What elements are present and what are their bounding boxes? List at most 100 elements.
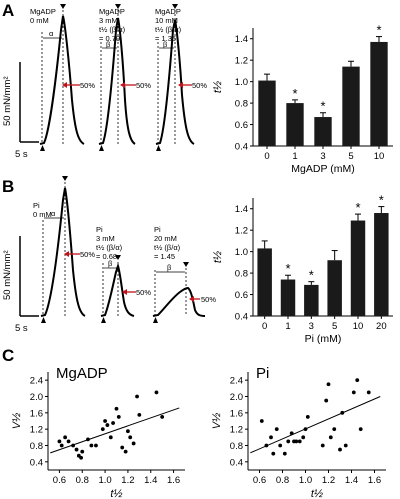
- data-point: [120, 445, 125, 450]
- force-trace: [39, 15, 85, 145]
- x-tick-label: 1.4: [144, 475, 157, 486]
- force-trace: [40, 187, 86, 317]
- y-tick-label: 1.2: [30, 425, 43, 436]
- trace-label-line: t½ (β/α): [154, 243, 181, 252]
- y-tick-label: 2.4: [230, 376, 243, 387]
- y-tick-label: 0.4: [235, 312, 248, 323]
- start-arrow-icon: [40, 145, 45, 151]
- data-point: [366, 390, 371, 395]
- y-tick-label: 2.4: [30, 376, 43, 387]
- data-point: [274, 427, 279, 432]
- data-point: [328, 435, 333, 440]
- alpha-marker: α: [51, 209, 56, 218]
- x-tick-label: 10: [374, 151, 385, 162]
- x-tick-label: 0.6: [253, 475, 266, 486]
- data-point: [278, 443, 283, 448]
- scale-label-time: 5 s: [15, 149, 28, 160]
- trace-label-line: Pi: [96, 225, 103, 234]
- start-arrow-icon: [99, 145, 104, 151]
- force-trace: [100, 262, 135, 317]
- force-trace: [152, 286, 206, 317]
- panel-letter-a: A: [2, 1, 14, 20]
- data-point: [126, 429, 130, 434]
- bar: [370, 41, 388, 147]
- data-point: [286, 439, 291, 444]
- half-label: 50%: [136, 81, 151, 90]
- x-tick-label: 3: [309, 321, 314, 332]
- significance-star: *: [320, 99, 325, 114]
- half-label: 50%: [80, 81, 95, 90]
- x-tick-label: 3: [320, 151, 325, 162]
- fit-line: [50, 407, 180, 454]
- y-tick-label: 0.4: [30, 457, 43, 468]
- x-axis-label: Pi (mM): [305, 333, 342, 345]
- fit-line: [250, 396, 381, 454]
- y-tick-label: 1.2: [230, 425, 243, 436]
- bar: [342, 66, 360, 146]
- bar: [258, 80, 276, 146]
- data-point: [79, 455, 84, 460]
- scale-label-force: 50 mN/mm²: [2, 76, 13, 126]
- trace-label-line: 0 mM: [30, 16, 49, 25]
- trace-label-line: Pi: [33, 201, 40, 210]
- data-point: [271, 451, 276, 456]
- y-tick-label: 1.4: [235, 34, 248, 45]
- y-axis-label: t½: [212, 251, 224, 263]
- red-arrowhead-icon: [122, 289, 127, 295]
- data-point: [108, 435, 113, 440]
- bar: [304, 284, 319, 316]
- trace-label-line: MgADP: [99, 7, 125, 16]
- start-arrow-icon: [153, 317, 158, 323]
- data-point: [294, 439, 299, 444]
- data-point: [111, 421, 115, 425]
- data-point: [128, 435, 133, 440]
- bar-chart-mgadp: 0.4 0.6 0.8 1.0 1.2 1.4 0 1 * 3 * 5 10 * MgADP (mM) t½: [212, 23, 393, 175]
- data-point: [338, 447, 342, 452]
- significance-star: *: [285, 261, 290, 276]
- y-tick-label: 0.8: [235, 99, 248, 110]
- x-tick-label: 20: [376, 321, 387, 332]
- trace-label-line: 0 mM: [33, 210, 52, 219]
- x-tick-label: 1.0: [98, 475, 111, 486]
- beta-marker: β: [108, 259, 113, 268]
- y-tick-label: 1.0: [235, 77, 248, 88]
- y-tick-label: 0.4: [230, 457, 243, 468]
- data-point: [332, 427, 337, 432]
- significance-star: *: [292, 86, 297, 101]
- data-point: [94, 443, 98, 448]
- x-tick-label: 1: [292, 151, 297, 162]
- y-tick-label: 0.8: [235, 269, 248, 280]
- half-label: 50%: [192, 81, 207, 90]
- data-point: [105, 423, 110, 427]
- data-point: [57, 439, 62, 444]
- y-tick-label: 2.0: [230, 392, 243, 403]
- data-point: [135, 394, 139, 399]
- data-point: [114, 406, 119, 411]
- data-point: [297, 439, 302, 444]
- x-tick-label: 0.6: [53, 475, 66, 486]
- significance-star: *: [379, 193, 384, 208]
- force-trace: [155, 19, 195, 145]
- y-tick-label: 1.2: [235, 56, 248, 67]
- alpha-marker: α: [49, 29, 54, 38]
- peak-arrow-icon: [60, 4, 66, 9]
- peak-arrow-icon: [62, 176, 68, 181]
- data-point: [326, 382, 331, 387]
- x-axis-label: t½: [311, 488, 323, 499]
- x-tick-label: 0.8: [276, 475, 289, 486]
- y-axis-label: V½: [211, 413, 223, 430]
- data-point: [89, 443, 94, 448]
- x-tick-label: 1.2: [322, 475, 335, 486]
- data-point: [320, 443, 325, 448]
- bar: [374, 213, 389, 316]
- data-point: [324, 398, 329, 403]
- data-point: [301, 435, 306, 440]
- bar: [314, 117, 332, 146]
- data-point: [63, 435, 68, 440]
- data-point: [116, 415, 121, 419]
- trace-label-line: = 0.70: [99, 34, 120, 43]
- data-point: [259, 419, 264, 423]
- y-axis-label: t½: [212, 81, 224, 93]
- trace-label-line: 3 mM: [99, 16, 118, 25]
- peak-arrow-icon: [115, 4, 121, 9]
